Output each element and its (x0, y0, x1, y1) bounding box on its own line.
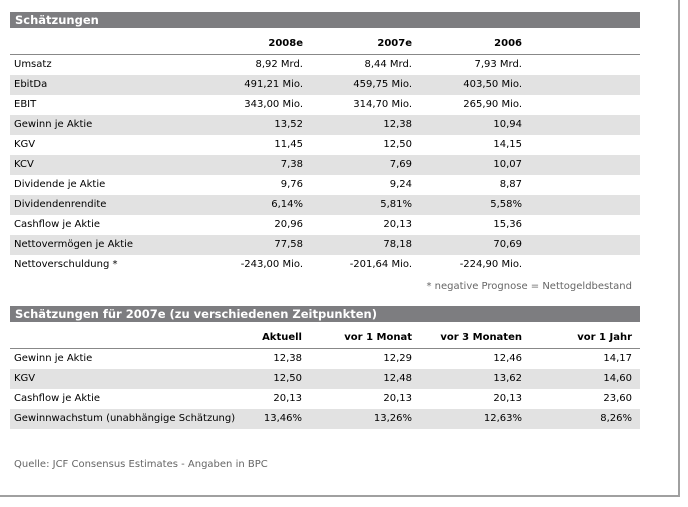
cell: 5,81% (380, 199, 412, 210)
cell: 8,26% (600, 413, 632, 424)
cell: 9,76 (280, 179, 303, 190)
cell: 7,38 (280, 159, 303, 170)
cell: 78,18 (383, 239, 412, 250)
row-stripe (10, 235, 640, 255)
cell: 12,63% (483, 413, 522, 424)
cell: -243,00 Mio. (240, 259, 303, 270)
cell: 13,62 (493, 373, 522, 384)
row-label: EBIT (14, 99, 37, 110)
cell: 12,48 (383, 373, 412, 384)
cell: 12,38 (273, 353, 302, 364)
row-stripe (10, 155, 640, 175)
header-rule (10, 54, 640, 55)
cell: 343,00 Mio. (244, 99, 303, 110)
column-header: 2006 (494, 38, 522, 49)
row-stripe (10, 369, 640, 389)
row-stripe (10, 75, 640, 95)
cell: 13,46% (263, 413, 302, 424)
row-stripe (10, 409, 640, 429)
cell: 13,52 (274, 119, 303, 130)
row-label: Gewinn je Aktie (14, 353, 93, 364)
cell: 7,93 Mrd. (474, 59, 522, 70)
cell: 70,69 (493, 239, 522, 250)
column-header: vor 1 Jahr (577, 332, 632, 343)
cell: 14,17 (603, 353, 632, 364)
row-label: Dividendenrendite (14, 199, 107, 210)
cell: 10,94 (493, 119, 522, 130)
cell: 13,26% (373, 413, 412, 424)
row-label: KGV (14, 139, 36, 150)
cell: 20,13 (493, 393, 522, 404)
row-label: KGV (14, 373, 36, 384)
cell: 5,58% (490, 199, 522, 210)
row-label: Gewinnwachstum (unabhängige Schätzung) (14, 413, 236, 424)
cell: 20,96 (274, 219, 303, 230)
cell: 20,13 (383, 219, 412, 230)
column-header: vor 1 Monat (344, 332, 412, 343)
cell: 12,50 (383, 139, 412, 150)
row-label: Gewinn je Aktie (14, 119, 93, 130)
row-label: EbitDa (14, 79, 48, 90)
column-header: 2007e (377, 38, 412, 49)
section-header: Schätzungen (10, 12, 640, 28)
cell: 403,50 Mio. (463, 79, 522, 90)
cell: 11,45 (274, 139, 303, 150)
row-stripe (10, 195, 640, 215)
row-stripe (10, 115, 640, 135)
row-label: Cashflow je Aktie (14, 393, 101, 404)
cell: 12,46 (493, 353, 522, 364)
cell: 15,36 (493, 219, 522, 230)
row-label: Dividende je Aktie (14, 179, 106, 190)
cell: 8,44 Mrd. (364, 59, 412, 70)
row-label: Nettovermögen je Aktie (14, 239, 134, 250)
page: Quelle: JCF Consensus Estimates - Angabe… (0, 0, 680, 497)
cell: 7,69 (389, 159, 412, 170)
column-header: vor 3 Monaten (440, 332, 522, 343)
cell: 12,38 (383, 119, 412, 130)
cell: 77,58 (274, 239, 303, 250)
cell: 314,70 Mio. (353, 99, 412, 110)
cell: 8,92 Mrd. (255, 59, 303, 70)
column-header: 2008e (268, 38, 303, 49)
cell: 8,87 (499, 179, 522, 190)
row-label: Nettoverschuldung * (14, 259, 118, 270)
column-header: Aktuell (262, 332, 302, 343)
row-label: Cashflow je Aktie (14, 219, 101, 230)
cell: 9,24 (389, 179, 412, 190)
footnote: * negative Prognose = Nettogeldbestand (426, 281, 632, 292)
row-label: Umsatz (14, 59, 52, 70)
cell: -224,90 Mio. (459, 259, 522, 270)
cell: 20,13 (383, 393, 412, 404)
cell: 14,15 (493, 139, 522, 150)
cell: 12,50 (273, 373, 302, 384)
section-header: Schätzungen für 2007e (zu verschiedenen … (10, 306, 640, 322)
source: Quelle: JCF Consensus Estimates - Angabe… (14, 459, 268, 470)
cell: 491,21 Mio. (244, 79, 303, 90)
cell: 20,13 (273, 393, 302, 404)
header-rule (10, 348, 640, 349)
row-label: KCV (14, 159, 34, 170)
cell: 23,60 (603, 393, 632, 404)
cell: 6,14% (271, 199, 303, 210)
cell: 12,29 (383, 353, 412, 364)
cell: 14,60 (603, 373, 632, 384)
cell: 459,75 Mio. (353, 79, 412, 90)
cell: 265,90 Mio. (463, 99, 522, 110)
cell: 10,07 (493, 159, 522, 170)
cell: -201,64 Mio. (349, 259, 412, 270)
